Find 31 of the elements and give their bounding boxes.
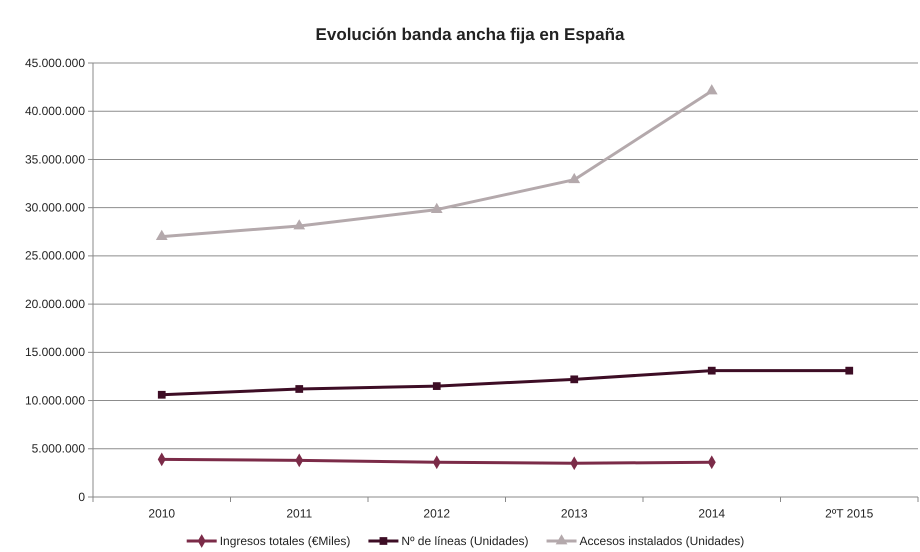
y-tick-label: 15.000.000 bbox=[24, 345, 86, 360]
x-tick-label: 2013 bbox=[560, 506, 588, 521]
y-tick-label: 30.000.000 bbox=[24, 200, 86, 215]
y-tick-label: 40.000.000 bbox=[24, 104, 86, 118]
point bbox=[568, 172, 580, 184]
legend-label: Ingresos totales (€Miles) bbox=[220, 534, 350, 548]
point bbox=[295, 385, 304, 393]
y-tick-label: 45.000.000 bbox=[24, 56, 86, 70]
y-tick-label: 25.000.000 bbox=[24, 248, 86, 263]
x-tick-label: 2014 bbox=[698, 506, 726, 521]
y-tick-label: 10.000.000 bbox=[24, 393, 86, 408]
point bbox=[293, 219, 306, 230]
y-tick-label: 20.000.000 bbox=[24, 296, 86, 311]
legend-label: Nº de líneas (Unidades) bbox=[401, 534, 529, 548]
point bbox=[706, 84, 718, 94]
x-tick-label: 2ºT 2015 bbox=[825, 506, 874, 521]
chart-title: Evolución banda ancha fija en España bbox=[316, 25, 625, 44]
point bbox=[158, 390, 166, 399]
point bbox=[430, 202, 443, 213]
y-tick-label: 5.000.000 bbox=[32, 442, 86, 456]
point bbox=[570, 375, 578, 384]
point bbox=[845, 366, 854, 375]
x-tick-label: 2011 bbox=[286, 506, 312, 521]
x-tick-label: 2010 bbox=[148, 506, 176, 521]
x-tick-label: 2012 bbox=[423, 506, 450, 521]
y-tick-label: 35.000.000 bbox=[24, 152, 86, 166]
point bbox=[156, 230, 168, 240]
legend-label: Accesos instalados (Unidades) bbox=[580, 534, 744, 548]
y-tick-label: 0 bbox=[78, 490, 86, 504]
point bbox=[708, 366, 716, 375]
point bbox=[432, 382, 441, 390]
